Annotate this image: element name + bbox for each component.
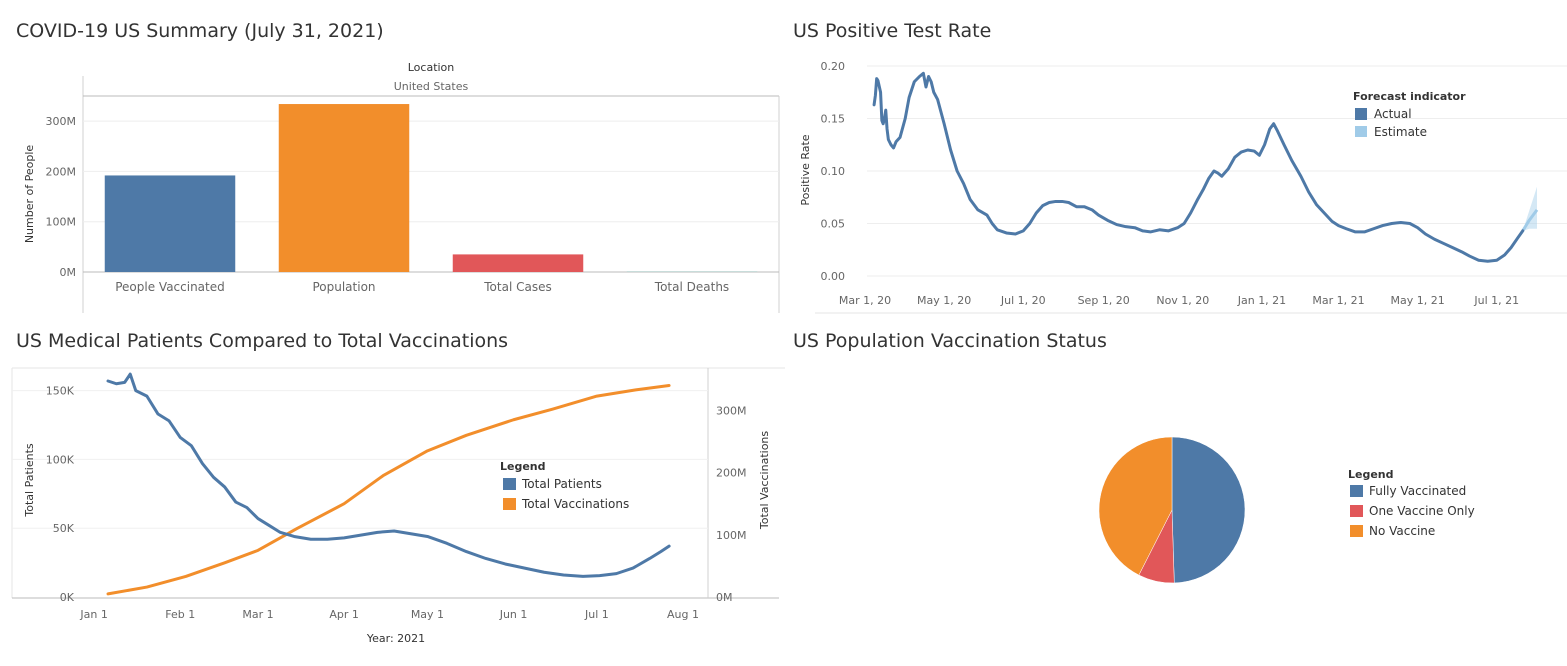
medical-panel: US Medical Patients Compared to Total Va… (0, 320, 785, 666)
legend-swatch-actual (1355, 108, 1367, 120)
medical-left-tick: 100K (46, 453, 75, 466)
estimate-line (1521, 208, 1539, 232)
medical-x-axis-label: Year: 2021 (366, 632, 425, 645)
positive-x-tick: Mar 1, 21 (1312, 294, 1364, 307)
positive-rate-line-chart: 0.00 0.05 0.10 0.15 0.20 Positive Rate Mar 1, … (799, 60, 1567, 314)
vax-status-title: US Population Vaccination Status (793, 330, 1107, 352)
summary-bar-chart: Location United States 0M 100M 200M 300M Numbe… (23, 61, 780, 313)
medical-x-tick: Aug 1 (667, 608, 699, 621)
medical-right-tick: 300M (716, 404, 747, 417)
location-header-value: United States (394, 80, 469, 93)
positive-x-tick: May 1, 20 (917, 294, 971, 307)
legend-swatch-one-vaccine-only (1350, 505, 1363, 517)
location-header-title: Location (408, 61, 455, 74)
summary-y-tick: 200M (46, 165, 77, 178)
positive-x-tick: Mar 1, 20 (839, 294, 891, 307)
summary-y-tick: 100M (46, 216, 77, 229)
positive-y-tick: 0.20 (821, 60, 846, 73)
summary-category-label: People Vaccinated (115, 280, 225, 294)
medical-right-tick: 100M (716, 529, 747, 542)
positive-y-tick: 0.00 (821, 270, 846, 283)
bar-total-cases (452, 254, 584, 272)
medical-x-tick: Jul 1 (584, 608, 609, 621)
medical-x-tick: May 1 (411, 608, 444, 621)
summary-y-axis-label: Number of People (23, 145, 36, 244)
medical-left-tick: 150K (46, 385, 75, 398)
medical-x-tick: Jan 1 (79, 608, 107, 621)
legend-swatch-estimate (1355, 126, 1367, 137)
total-vaccinations-line (106, 384, 671, 596)
positive-y-tick: 0.15 (821, 113, 846, 126)
bar-population (278, 104, 410, 272)
legend-label-fully-vaccinated: Fully Vaccinated (1369, 484, 1466, 498)
legend-swatch-total-patients (503, 478, 516, 490)
legend-label-one-vaccine-only: One Vaccine Only (1369, 504, 1475, 518)
legend-swatch-fully-vaccinated (1350, 485, 1363, 497)
legend-swatch-no-vaccine (1350, 525, 1363, 537)
actual-line (872, 71, 1525, 263)
legend-label-total-patients: Total Patients (521, 477, 602, 491)
pie-slice-fully-vaccinated (1171, 436, 1246, 584)
positive-rate-title: US Positive Test Rate (793, 20, 992, 42)
legend-label-estimate: Estimate (1374, 125, 1427, 139)
positive-legend: Actual Estimate (1355, 107, 1427, 139)
pie-slice-no-vaccine (1098, 436, 1173, 576)
total-patients-line (106, 372, 671, 578)
legend-label-actual: Actual (1374, 107, 1412, 121)
medical-right-tick: 200M (716, 467, 747, 480)
positive-y-axis-label: Positive Rate (799, 134, 812, 205)
positive-legend-title: Forecast indicator (1353, 90, 1466, 103)
medical-x-tick: Feb 1 (165, 608, 195, 621)
summary-y-tick: 0M (60, 266, 77, 279)
positive-rate-panel: US Positive Test Rate 0.00 0.05 0.10 0.15 0.… (785, 0, 1567, 320)
vax-status-panel: US Population Vaccination Status Legend F… (785, 320, 1567, 666)
positive-x-tick: Nov 1, 20 (1156, 294, 1209, 307)
summary-category-label: Total Deaths (654, 280, 729, 294)
legend-label-no-vaccine: No Vaccine (1369, 524, 1435, 538)
medical-x-tick: Jun 1 (499, 608, 528, 621)
summary-category-label: Total Cases (483, 280, 551, 294)
medical-left-axis-label: Total Patients (23, 443, 36, 517)
summary-panel: COVID-19 US Summary (July 31, 2021) Loca… (0, 0, 785, 320)
medical-left-tick: 50K (53, 522, 75, 535)
medical-legend-title: Legend (500, 460, 546, 473)
summary-category-label: Population (312, 280, 375, 294)
medical-left-tick: 0K (60, 591, 75, 604)
positive-x-tick: Sep 1, 20 (1078, 294, 1130, 307)
positive-x-tick: Jul 1, 20 (1000, 294, 1046, 307)
legend-swatch-total-vaccinations (503, 498, 516, 510)
legend-label-total-vaccinations: Total Vaccinations (521, 497, 629, 511)
medical-x-tick: Mar 1 (242, 608, 273, 621)
bar-people-vaccinated (104, 175, 236, 272)
positive-x-tick: Jul 1, 21 (1473, 294, 1519, 307)
summary-title: COVID-19 US Summary (July 31, 2021) (16, 20, 384, 42)
medical-title: US Medical Patients Compared to Total Va… (16, 330, 509, 352)
medical-x-tick: Apr 1 (329, 608, 359, 621)
vax-status-pie-chart: Legend Fully Vaccinated One Vaccine Only No… (1098, 436, 1475, 584)
medical-dual-line-chart: 0K 50K 100K 150K 0M 100M 200M 300M Total Patient… (11, 367, 785, 645)
positive-y-tick: 0.10 (821, 165, 846, 178)
medical-right-axis-label: Total Vaccinations (758, 431, 771, 531)
positive-x-tick: Jan 1, 21 (1237, 294, 1286, 307)
estimate-band (1522, 186, 1537, 231)
medical-right-tick: 0M (716, 591, 733, 604)
positive-x-tick: May 1, 21 (1391, 294, 1445, 307)
positive-y-tick: 0.05 (821, 218, 846, 231)
pie-legend-title: Legend (1348, 468, 1394, 481)
summary-y-tick: 300M (46, 115, 77, 128)
